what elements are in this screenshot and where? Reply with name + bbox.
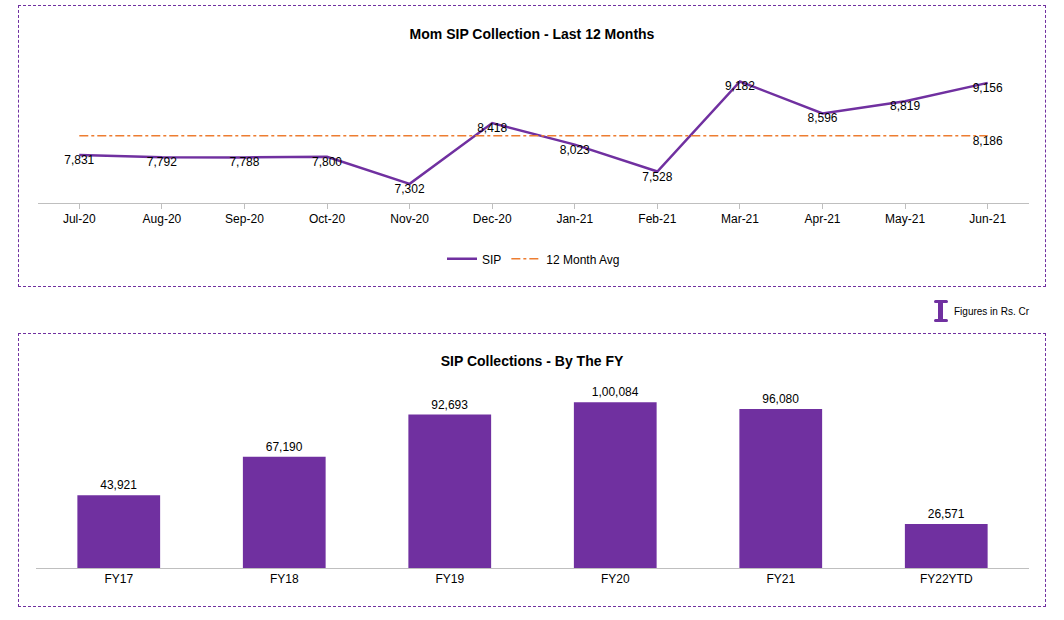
svg-text:8,023: 8,023 [560,143,590,157]
svg-text:Oct-20: Oct-20 [309,212,345,226]
svg-text:8,418: 8,418 [477,121,507,135]
svg-text:May-21: May-21 [885,212,925,226]
svg-text:Mar-21: Mar-21 [721,212,759,226]
svg-text:SIP Collections - By The FY: SIP Collections - By The FY [441,353,624,369]
svg-text:7,302: 7,302 [395,182,425,196]
svg-text:Aug-20: Aug-20 [143,212,182,226]
svg-text:92,693: 92,693 [431,398,468,412]
svg-text:7,831: 7,831 [64,153,94,167]
svg-text:FY22YTD: FY22YTD [920,572,973,586]
svg-text:Apr-21: Apr-21 [805,212,841,226]
svg-text:Jun-21: Jun-21 [969,212,1006,226]
svg-text:8,186: 8,186 [973,134,1003,148]
svg-text:67,190: 67,190 [266,440,303,454]
svg-text:SIP: SIP [482,253,501,267]
svg-text:FY18: FY18 [270,572,299,586]
svg-text:FY20: FY20 [601,572,630,586]
svg-text:Mom SIP Collection - Last 12 M: Mom SIP Collection - Last 12 Months [410,26,655,42]
svg-text:Sep-20: Sep-20 [225,212,264,226]
svg-text:7,800: 7,800 [312,155,342,169]
svg-text:8,596: 8,596 [808,111,838,125]
svg-text:Feb-21: Feb-21 [638,212,676,226]
svg-text:9,182: 9,182 [725,79,755,93]
svg-text:Dec-20: Dec-20 [473,212,512,226]
svg-text:7,528: 7,528 [642,170,672,184]
svg-text:96,080: 96,080 [762,392,799,406]
svg-text:FY21: FY21 [766,572,795,586]
svg-text:Nov-20: Nov-20 [390,212,429,226]
svg-text:FY19: FY19 [435,572,464,586]
svg-text:7,792: 7,792 [147,155,177,169]
svg-text:26,571: 26,571 [928,507,965,521]
svg-text:Jan-21: Jan-21 [556,212,593,226]
svg-text:43,921: 43,921 [100,478,137,492]
svg-text:8,819: 8,819 [890,99,920,113]
html-text:Figures in Rs. Cr: Figures in Rs. Cr [954,305,1029,317]
svg-text:FY17: FY17 [104,572,133,586]
svg-text:12 Month Avg: 12 Month Avg [546,253,619,267]
svg-text:7,788: 7,788 [229,155,259,169]
svg-text:9,156: 9,156 [973,81,1003,95]
svg-text:Jul-20: Jul-20 [63,212,96,226]
svg-text:1,00,084: 1,00,084 [592,385,639,399]
